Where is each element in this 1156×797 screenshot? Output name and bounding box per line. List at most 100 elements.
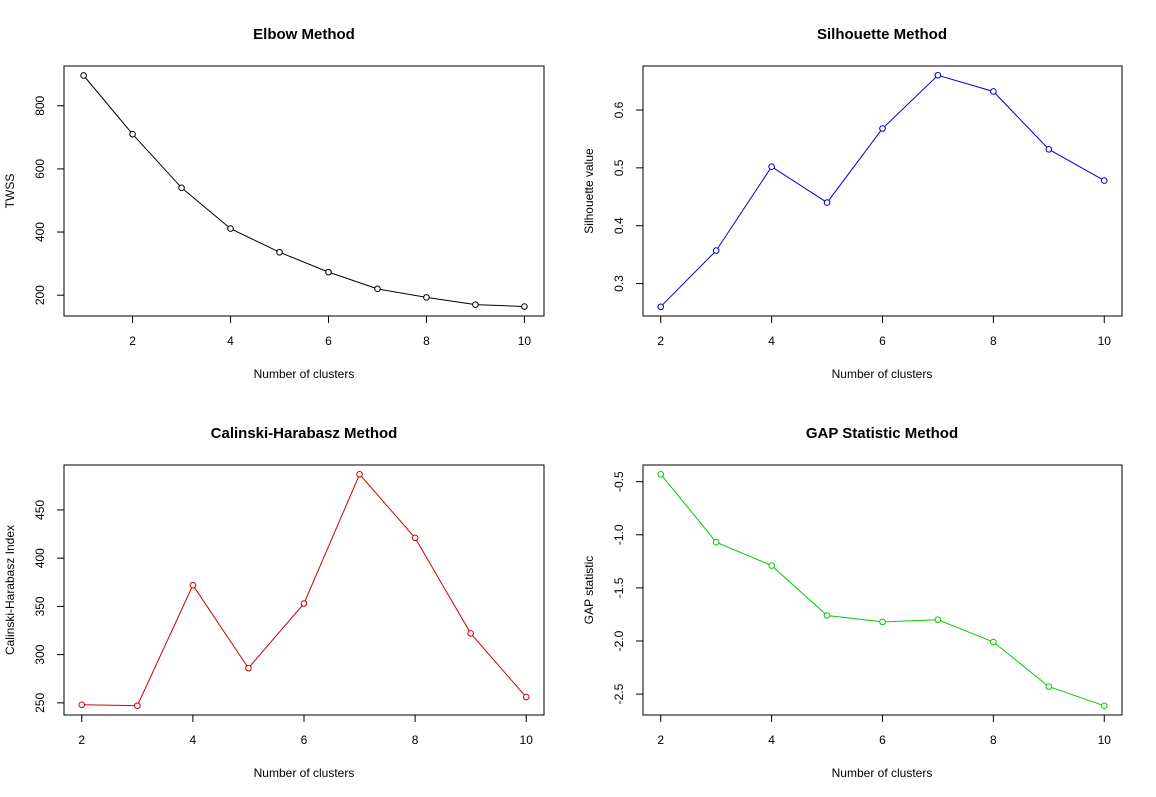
x-tick-label: 2: [657, 334, 664, 348]
data-point: [657, 303, 665, 311]
chart-title: Silhouette Method: [817, 26, 947, 43]
series-line: [660, 473, 1105, 707]
data-point: [521, 303, 528, 310]
y-ticks: 200 400 600 800: [33, 95, 64, 305]
panel-calinski-harabasz: Calinski-Harabasz Method Number of clust…: [3, 425, 545, 780]
x-tick-label: 10: [520, 733, 534, 747]
data-point: [300, 600, 308, 607]
data-point: [823, 199, 831, 206]
series: [657, 470, 1108, 710]
x-ticks: 2 4 6 8 10: [129, 316, 531, 348]
series: [78, 470, 530, 710]
y-tick-label: 0.6: [612, 101, 626, 118]
x-tick-label: 2: [129, 334, 136, 348]
x-tick-label: 10: [518, 334, 532, 348]
y-tick-label: 600: [33, 159, 47, 179]
y-axis-label: GAP statistic: [582, 556, 596, 624]
data-point: [245, 664, 252, 672]
panel-gap-statistic: GAP Statistic Method Number of clusters …: [582, 425, 1123, 780]
plot-frame: [63, 65, 545, 317]
chart-title: Calinski-Harabasz Method: [211, 425, 398, 442]
data-point: [1100, 702, 1108, 710]
data-point: [990, 638, 997, 646]
y-axis-label: TWSS: [3, 174, 17, 209]
data-point: [276, 248, 283, 256]
x-tick-label: 4: [227, 334, 234, 348]
data-point: [134, 702, 141, 710]
x-tick-label: 8: [990, 733, 997, 747]
y-tick-label: 0.3: [612, 275, 626, 292]
data-point: [1045, 146, 1053, 153]
data-point: [712, 247, 720, 254]
series-line: [81, 473, 527, 707]
data-point: [411, 534, 419, 542]
data-point: [712, 538, 720, 546]
y-axis-label: Silhouette value: [582, 148, 596, 234]
data-point: [78, 701, 86, 709]
series: [657, 71, 1108, 311]
data-point: [1100, 177, 1108, 184]
data-point: [80, 72, 87, 79]
x-tick-label: 6: [879, 334, 886, 348]
x-tick-label: 8: [412, 733, 419, 747]
x-tick-label: 2: [78, 733, 85, 747]
y-tick-label: 200: [33, 285, 47, 305]
data-point: [356, 470, 363, 478]
series-line: [660, 74, 1105, 308]
data-point: [325, 268, 332, 276]
x-tick-label: 6: [879, 733, 886, 747]
data-point: [990, 88, 997, 95]
y-tick-label: -1.0: [612, 524, 626, 545]
plot-frame: [642, 65, 1123, 317]
y-tick-label: 0.4: [612, 217, 626, 234]
x-tick-label: 6: [301, 733, 308, 747]
data-point: [522, 693, 530, 701]
data-point: [879, 125, 886, 132]
y-ticks: 250 300 350 400 450: [33, 500, 64, 713]
data-point: [823, 612, 831, 619]
y-tick-label: 400: [33, 222, 47, 242]
plot-frame: [642, 464, 1123, 716]
x-axis-label: Number of clusters: [254, 367, 355, 381]
x-axis-label: Number of clusters: [254, 766, 355, 780]
x-tick-label: 10: [1098, 733, 1112, 747]
data-point: [129, 130, 136, 138]
panel-silhouette: Silhouette Method Number of clusters Sil…: [582, 26, 1123, 381]
y-tick-label: 350: [33, 596, 47, 616]
data-point: [374, 285, 381, 293]
x-ticks: 2 4 6 8 10: [78, 715, 533, 747]
data-point: [768, 163, 775, 170]
panel-elbow: Elbow Method Number of clusters TWSS 2 4 6…: [3, 26, 545, 381]
y-tick-label: -1.5: [612, 577, 626, 598]
y-tick-label: 800: [33, 95, 47, 115]
series: [80, 72, 528, 310]
data-point: [768, 562, 775, 569]
plot-frame: [63, 464, 545, 716]
x-tick-label: 2: [657, 733, 664, 747]
y-axis-label: Calinski-Harabasz Index: [3, 525, 17, 655]
data-point: [227, 225, 234, 232]
x-ticks: 2 4 6 8 10: [657, 715, 1111, 747]
data-point: [467, 630, 474, 637]
data-point: [657, 470, 665, 478]
x-tick-label: 4: [190, 733, 197, 747]
y-tick-label: 450: [33, 500, 47, 520]
x-tick-label: 4: [768, 733, 775, 747]
chart-title: GAP Statistic Method: [806, 425, 958, 442]
y-tick-label: 250: [33, 693, 47, 713]
x-tick-label: 8: [423, 334, 430, 348]
y-tick-label: 0.5: [612, 159, 626, 176]
x-tick-label: 6: [325, 334, 332, 348]
x-tick-label: 10: [1098, 334, 1112, 348]
data-point: [472, 301, 479, 308]
y-ticks: 0.3 0.4 0.5 0.6: [612, 101, 643, 292]
x-ticks: 2 4 6 8 10: [657, 316, 1111, 348]
series-line: [83, 75, 525, 307]
y-ticks: -2.5 -2.0 -1.5 -1.0 -0.5: [612, 471, 643, 704]
y-tick-label: -2.0: [612, 630, 626, 651]
data-point: [879, 618, 886, 626]
data-point: [1045, 683, 1053, 690]
y-tick-label: 400: [33, 548, 47, 568]
x-axis-label: Number of clusters: [832, 766, 933, 780]
